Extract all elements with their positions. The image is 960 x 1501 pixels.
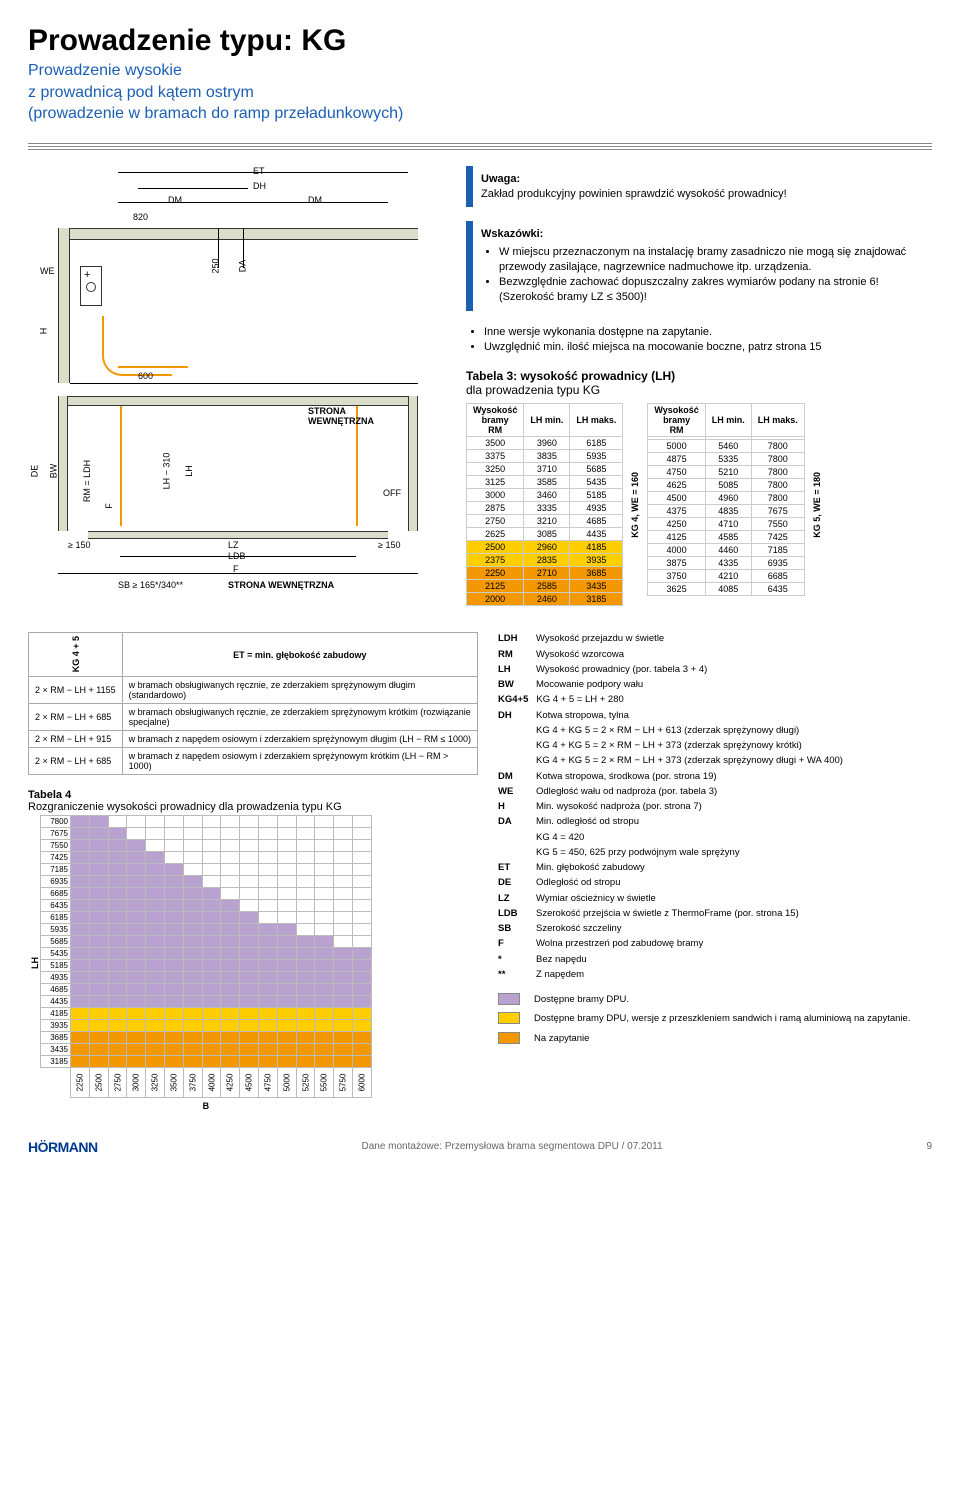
legend-row: DHKotwa stropowa, tylna xyxy=(498,709,932,723)
legend-row: DEOdległość od stropu xyxy=(498,876,932,890)
footer: HÖRMANN Dane montażowe: Przemysłowa bram… xyxy=(28,1139,932,1155)
table3: Wysokość bramy RMLH min.LH maks.35003960… xyxy=(466,403,932,606)
legend-swatches: Dostępne bramy DPU. Dostępne bramy DPU, w… xyxy=(498,993,932,1046)
legend-row: WEOdległość wału od nadproża (por. tabel… xyxy=(498,785,932,799)
legend-row: KG 4 + KG 5 = 2 × RM − LH + 373 (zderzak… xyxy=(498,739,932,753)
legend-row: LHWysokość prowadnicy (por. tabela 3 + 4… xyxy=(498,663,932,677)
legend-row: **Z napędem xyxy=(498,968,932,982)
legend-row: LZWymiar ościeżnicy w świetle xyxy=(498,892,932,906)
table3-title: Tabela 3: wysokość prowadnicy (LH) dla p… xyxy=(466,369,932,397)
legend-swatch: Dostępne bramy DPU, wersje z przeszkleni… xyxy=(498,1012,932,1026)
technical-diagram: ET DH DM DM 820 + 250 DA WE H 600 xyxy=(28,166,448,596)
legend-row: BWMocowanie podpory wału xyxy=(498,678,932,692)
divider xyxy=(28,143,932,150)
wskazowki-box: Wskazówki: W miejscu przeznaczonym na in… xyxy=(466,221,932,310)
legend-row: KG 4 = 420 xyxy=(498,831,932,845)
table4: LH 7800767575507425718569356685643561855… xyxy=(28,815,478,1111)
legend-swatch: Dostępne bramy DPU. xyxy=(498,993,932,1007)
legend-row: HMin. wysokość nadproża (por. strona 7) xyxy=(498,800,932,814)
legend-row: KG 4 + KG 5 = 2 × RM − LH + 373 (zderzak… xyxy=(498,754,932,768)
logo: HÖRMANN xyxy=(28,1139,98,1155)
legend-row: SBSzerokość szczeliny xyxy=(498,922,932,936)
table4-title: Tabela 4 Rozgraniczenie wysokości prowad… xyxy=(28,789,478,813)
legend-row: LDHWysokość przejazdu w świetle xyxy=(498,632,932,646)
wskazowki-item: W miejscu przeznaczonym na instalację br… xyxy=(499,245,924,275)
legend-row: FWolna przestrzeń pod zabudowę bramy xyxy=(498,937,932,951)
bullet-item: Inne wersje wykonania dostępne na zapyta… xyxy=(484,325,932,340)
legend-row: KG4+5KG 4 + 5 = LH + 280 xyxy=(498,693,932,707)
legend-row: *Bez napędu xyxy=(498,953,932,967)
legend-row: LDBSzerokość przejścia w świetle z Therm… xyxy=(498,907,932,921)
extra-bullets: Inne wersje wykonania dostępne na zapyta… xyxy=(466,325,932,356)
wskazowki-item: Bezwzględnie zachować dopuszczalny zakre… xyxy=(499,275,924,305)
legend-row: DMKotwa stropowa, środkowa (por. strona … xyxy=(498,770,932,784)
uwaga-box: Uwaga: Zakład produkcyjny powinien spraw… xyxy=(466,166,932,208)
legend-row: DAMin. odległość od stropu xyxy=(498,815,932,829)
et-table: KG 4 + 5ET = min. głębokość zabudowy 2 ×… xyxy=(28,632,478,774)
subtitle: Prowadzenie wysokie z prowadnicą pod kąt… xyxy=(28,60,932,125)
legend-row: ETMin. głębokość zabudowy xyxy=(498,861,932,875)
legend: LDHWysokość przejazdu w świetle RMWysokoś… xyxy=(498,632,932,982)
page-title: Prowadzenie typu: KG xyxy=(28,24,932,58)
legend-row: KG 4 + KG 5 = 2 × RM − LH + 613 (zderzak… xyxy=(498,724,932,738)
legend-swatch: Na zapytanie xyxy=(498,1032,932,1046)
legend-row: RMWysokość wzorcowa xyxy=(498,648,932,662)
bullet-item: Uwzględnić min. ilość miejsca na mocowan… xyxy=(484,340,932,355)
legend-row: KG 5 = 450, 625 przy podwójnym wale sprę… xyxy=(498,846,932,860)
